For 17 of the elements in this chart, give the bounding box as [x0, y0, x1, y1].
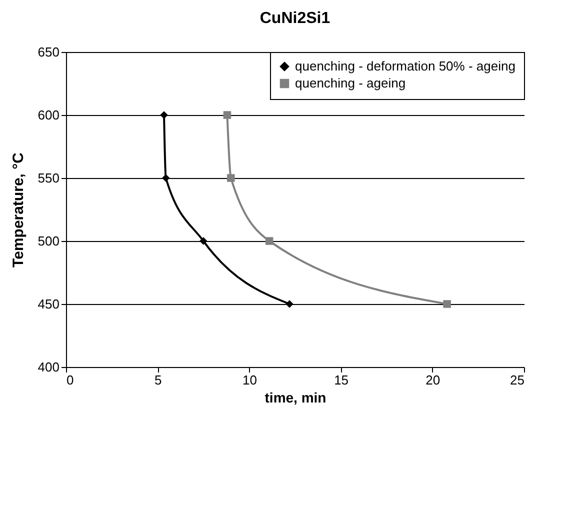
y-tick-label: 450	[38, 296, 60, 312]
chart-title: CuNi2Si1	[260, 10, 330, 27]
x-tick-label: 0	[66, 372, 74, 388]
y-tick-label: 600	[38, 108, 60, 122]
x-tick-label: 25	[510, 372, 524, 388]
y-tick-label: 550	[38, 170, 60, 186]
legend-label: quenching - deformation 50% - ageing	[295, 58, 516, 74]
x-tick-label: 5	[154, 372, 162, 388]
y-tick-label: 500	[38, 234, 60, 248]
y-axis-title: Temperature, °C	[10, 152, 27, 268]
x-axis-title: time, min	[264, 390, 326, 406]
x-tick-label: 10	[242, 372, 257, 388]
x-tick-label: 15	[334, 372, 349, 388]
legend-label: quenching - ageing	[295, 76, 406, 90]
x-tick-label: 20	[426, 372, 440, 388]
y-tick-label: 650	[38, 44, 60, 60]
y-tick-label: 400	[38, 360, 60, 374]
